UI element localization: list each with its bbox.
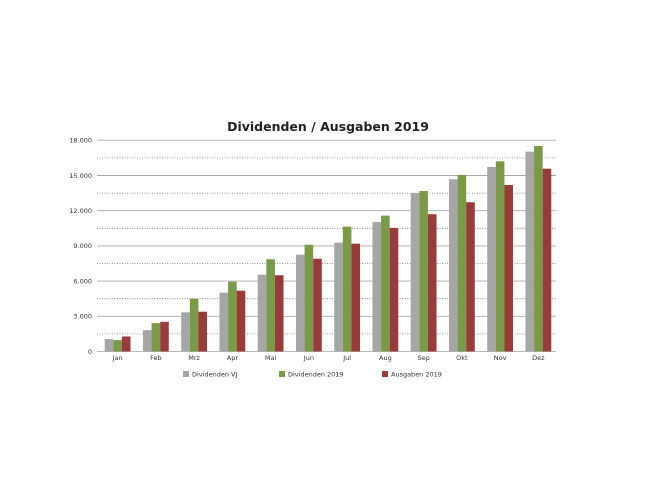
y-tick-label: 0 — [88, 348, 92, 356]
bar — [160, 321, 169, 352]
legend-label: Ausgaben 2019 — [391, 371, 442, 379]
legend-swatch — [279, 371, 285, 377]
bar — [372, 221, 382, 352]
bar — [504, 185, 514, 352]
y-tick-label: 6.000 — [73, 277, 92, 285]
legend-label: Dividenden 2019 — [288, 371, 344, 379]
bar — [495, 161, 505, 352]
bar — [313, 258, 322, 352]
x-tick-label: Feb — [150, 354, 162, 362]
bar — [236, 290, 246, 352]
bar — [198, 311, 208, 352]
y-tick-label: 18.000 — [69, 137, 92, 145]
legend-label: Dividenden VJ — [192, 371, 237, 379]
bar — [457, 174, 467, 352]
bar — [266, 259, 275, 352]
y-tick-label: 12.000 — [69, 207, 92, 215]
bar — [342, 226, 352, 352]
bar — [274, 275, 284, 352]
x-tick-label: Okt — [456, 354, 468, 362]
bar — [427, 214, 437, 352]
x-tick-label: Aug — [379, 354, 392, 362]
legend-swatch — [382, 371, 388, 377]
x-tick-label: Apr — [227, 354, 239, 362]
bar — [181, 312, 190, 352]
x-tick-label: Jun — [303, 354, 314, 362]
x-tick-label: Sep — [417, 354, 429, 362]
bar — [389, 227, 399, 352]
bar — [410, 192, 420, 352]
bar — [542, 168, 552, 352]
y-tick-label: 9.000 — [73, 242, 92, 250]
x-tick-label: Jul — [342, 354, 351, 362]
x-tick-label: Jan — [112, 354, 123, 362]
bar — [351, 243, 361, 352]
y-axis: 0 3.000 6.000 9.000 12.000 15.000 18.000 — [69, 137, 92, 356]
bar — [525, 151, 535, 352]
x-tick-label: Mai — [265, 354, 277, 362]
legend: Dividenden VJ Dividenden 2019 Ausgaben 201… — [183, 371, 442, 379]
bar — [104, 339, 114, 352]
bar — [295, 254, 305, 352]
bar — [219, 292, 229, 352]
bar — [381, 215, 390, 352]
bar — [142, 330, 152, 352]
bar — [113, 340, 122, 352]
x-tick-label: Dez — [532, 354, 545, 362]
bar — [304, 244, 314, 352]
x-axis: Jan Feb Mrz Apr Mai Jun Jul Aug Sep Okt Nov Dez — [112, 354, 546, 362]
bar — [334, 242, 343, 352]
bar — [257, 274, 267, 352]
y-tick-label: 3.000 — [73, 313, 92, 321]
legend-swatch — [183, 371, 189, 377]
bar — [534, 145, 543, 352]
bar — [466, 202, 475, 352]
bar — [419, 190, 428, 352]
chart-title: Dividenden / Ausgaben 2019 — [227, 119, 429, 134]
gridlines — [97, 139, 556, 352]
x-tick-label: Mrz — [188, 354, 200, 362]
bar — [487, 166, 496, 352]
bar-series — [104, 145, 552, 352]
bar — [228, 281, 237, 352]
bar — [151, 323, 161, 352]
bar — [448, 179, 458, 352]
bar — [121, 336, 131, 352]
bar — [189, 298, 199, 352]
x-tick-label: Nov — [494, 354, 507, 362]
y-tick-label: 15.000 — [69, 172, 92, 180]
